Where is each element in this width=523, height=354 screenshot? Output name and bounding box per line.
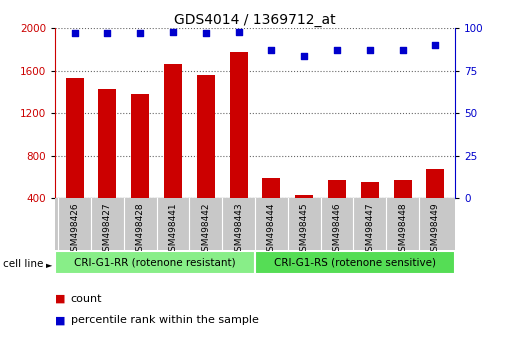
Text: GSM498446: GSM498446: [333, 202, 342, 257]
Bar: [295, 195, 313, 241]
Point: [234, 29, 243, 35]
Bar: [164, 64, 182, 241]
Point: [366, 47, 374, 53]
Text: GSM498428: GSM498428: [135, 202, 145, 257]
Bar: [255, 251, 455, 274]
Bar: [98, 89, 117, 241]
Bar: [131, 94, 149, 241]
Text: ■: ■: [55, 315, 65, 325]
Bar: [197, 75, 215, 241]
Point: [169, 29, 177, 35]
Text: CRI-G1-RR (rotenone resistant): CRI-G1-RR (rotenone resistant): [74, 258, 236, 268]
Point: [300, 53, 309, 58]
Text: GSM498445: GSM498445: [300, 202, 309, 257]
Point: [333, 47, 341, 53]
Point: [431, 42, 439, 48]
Point: [136, 30, 144, 36]
Polygon shape: [46, 264, 52, 268]
Text: GSM498426: GSM498426: [70, 202, 79, 257]
Point: [71, 30, 79, 36]
Bar: [393, 180, 412, 241]
Point: [399, 47, 407, 53]
Bar: [55, 251, 255, 274]
Title: GDS4014 / 1369712_at: GDS4014 / 1369712_at: [174, 13, 336, 27]
Text: GSM498444: GSM498444: [267, 202, 276, 257]
Text: percentile rank within the sample: percentile rank within the sample: [71, 315, 258, 325]
Text: CRI-G1-RS (rotenone sensitive): CRI-G1-RS (rotenone sensitive): [274, 258, 436, 268]
Text: ■: ■: [55, 294, 65, 304]
Point: [103, 30, 111, 36]
Bar: [361, 182, 379, 241]
Text: GSM498427: GSM498427: [103, 202, 112, 257]
Text: count: count: [71, 294, 102, 304]
Bar: [65, 78, 84, 241]
Text: GSM498447: GSM498447: [365, 202, 374, 257]
Bar: [263, 178, 280, 241]
Text: GSM498441: GSM498441: [168, 202, 177, 257]
Text: cell line: cell line: [3, 259, 43, 269]
Text: GSM498449: GSM498449: [431, 202, 440, 257]
Text: GSM498448: GSM498448: [398, 202, 407, 257]
Bar: [426, 169, 445, 241]
Bar: [230, 52, 247, 241]
Text: GSM498442: GSM498442: [201, 202, 210, 257]
Point: [267, 47, 276, 53]
Text: GSM498443: GSM498443: [234, 202, 243, 257]
Point: [201, 30, 210, 36]
Bar: [328, 180, 346, 241]
